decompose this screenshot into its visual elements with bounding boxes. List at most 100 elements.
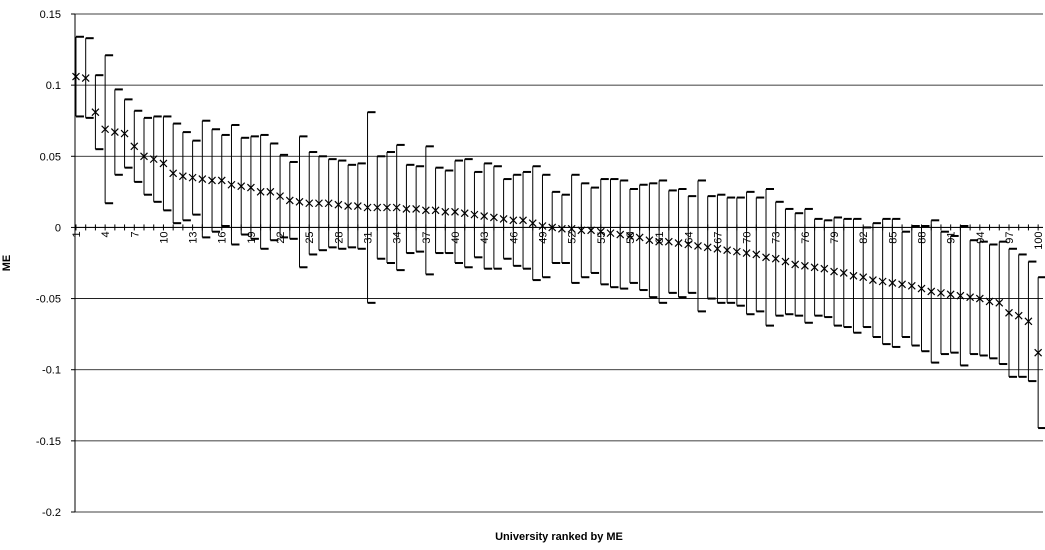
x-tick-label: 13 <box>188 231 200 243</box>
marker <box>917 284 926 293</box>
marker <box>587 226 595 235</box>
x-tick-label: 31 <box>363 231 375 243</box>
marker <box>528 219 537 228</box>
marker <box>616 230 625 239</box>
marker <box>344 202 353 211</box>
marker <box>285 196 294 205</box>
marker <box>149 155 158 164</box>
x-tick-label: 46 <box>508 231 520 243</box>
x-tick-label: 4 <box>100 231 112 237</box>
marker <box>246 183 255 192</box>
marker <box>178 172 187 181</box>
x-tick-label: 97 <box>1004 231 1016 243</box>
marker <box>878 277 887 286</box>
marker <box>606 229 615 238</box>
y-tick-label: 0 <box>55 222 61 234</box>
marker <box>975 294 984 303</box>
marker <box>402 205 411 213</box>
x-tick-label: 25 <box>304 231 316 243</box>
marker <box>674 239 683 248</box>
x-tick-label: 67 <box>712 231 724 243</box>
marker <box>509 216 518 225</box>
marker <box>810 263 819 272</box>
marker <box>383 203 391 212</box>
marker <box>217 176 226 185</box>
marker <box>557 224 566 233</box>
marker <box>859 273 868 282</box>
marker <box>315 199 323 208</box>
y-tick-label: -0.05 <box>36 294 61 306</box>
x-tick-label: 73 <box>771 231 783 243</box>
y-tick-label: -0.2 <box>42 507 61 519</box>
marker <box>985 297 994 306</box>
marker <box>305 199 314 208</box>
marker <box>830 267 838 276</box>
marker <box>995 298 1004 307</box>
marker <box>567 224 576 233</box>
x-tick-label: 10 <box>158 231 170 243</box>
marker <box>839 269 848 277</box>
marker <box>927 287 936 296</box>
marker <box>723 246 732 255</box>
x-tick-label: 37 <box>421 231 433 243</box>
x-tick-label: 85 <box>887 231 899 243</box>
marker <box>898 280 907 289</box>
x-tick-label: 82 <box>858 231 870 243</box>
marker <box>626 232 634 240</box>
x-tick-label: 34 <box>392 231 404 243</box>
marker <box>460 209 469 218</box>
marker <box>392 203 401 212</box>
marker <box>188 173 197 182</box>
marker <box>664 237 673 246</box>
marker <box>635 233 644 242</box>
marker <box>645 236 654 245</box>
y-tick-label: -0.1 <box>42 365 61 377</box>
x-tick-label: 28 <box>333 231 345 243</box>
marker <box>820 264 829 273</box>
marker <box>373 203 382 212</box>
x-tick-label: 19 <box>246 231 258 243</box>
y-tick-label: 0.05 <box>40 151 61 163</box>
marker <box>538 222 547 230</box>
marker <box>363 203 372 212</box>
marker <box>946 290 955 299</box>
marker <box>266 187 275 196</box>
marker <box>208 176 216 185</box>
marker <box>120 129 129 138</box>
marker <box>849 271 858 280</box>
marker <box>421 206 430 215</box>
marker <box>703 243 712 252</box>
marker <box>548 223 557 232</box>
marker <box>694 242 702 250</box>
x-tick-label: 16 <box>217 231 229 243</box>
marker <box>489 213 498 222</box>
x-tick-label: 76 <box>800 231 812 243</box>
marker <box>295 197 304 206</box>
marker <box>256 187 265 196</box>
marker <box>470 210 479 219</box>
x-tick-label: 70 <box>742 231 754 243</box>
y-tick-label: -0.15 <box>36 436 61 448</box>
marker <box>324 199 333 208</box>
marker <box>771 254 780 263</box>
marker <box>762 253 770 262</box>
x-tick-label: 61 <box>654 231 666 243</box>
x-tick-label: 49 <box>537 231 549 243</box>
y-tick-label: 0.15 <box>40 9 61 21</box>
marker <box>781 257 790 266</box>
y-tick-label: 0.1 <box>46 80 61 92</box>
marker <box>431 206 440 215</box>
x-tick-label: 64 <box>683 231 695 243</box>
marker <box>713 244 722 253</box>
marker <box>732 247 741 256</box>
x-tick-label: 100 <box>1033 231 1045 249</box>
marker <box>1034 348 1043 357</box>
marker <box>140 152 148 161</box>
marker <box>159 159 168 168</box>
x-tick-label: 91 <box>946 231 958 243</box>
marker <box>868 276 877 284</box>
marker <box>742 249 751 257</box>
marker <box>966 293 975 302</box>
marker <box>956 291 965 300</box>
